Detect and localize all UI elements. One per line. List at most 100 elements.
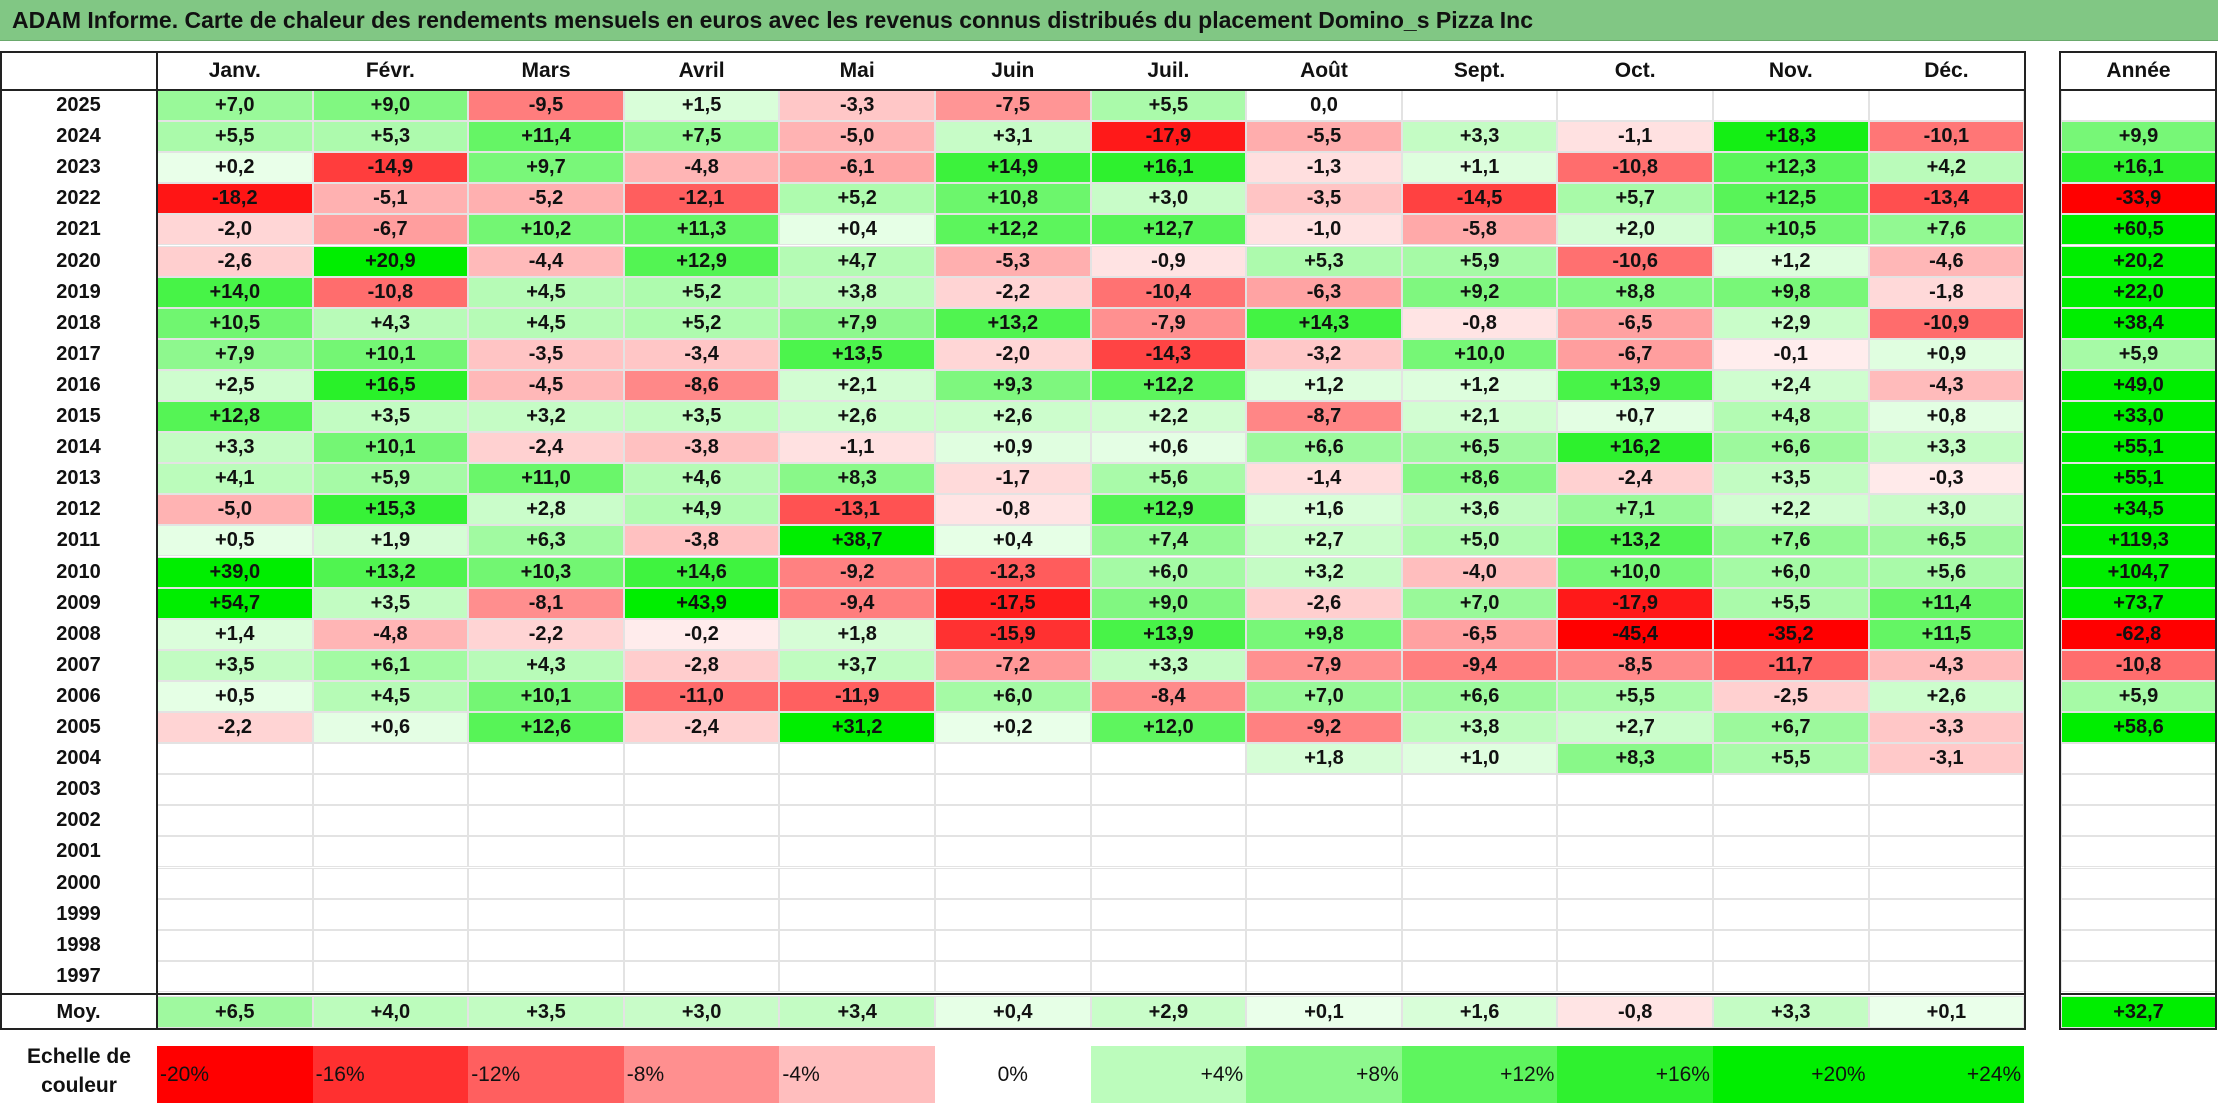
heatmap-cell: -3,3 bbox=[1868, 712, 2025, 744]
heatmap-cell: +4,2 bbox=[1868, 152, 2025, 184]
legend-step: -16% bbox=[312, 1046, 469, 1103]
month-header: Mai bbox=[839, 58, 875, 82]
heatmap-cell: +3,5 bbox=[312, 401, 469, 433]
heatmap-cell bbox=[312, 836, 469, 868]
month-header: Mars bbox=[521, 58, 571, 82]
annual-cell: +5,9 bbox=[2061, 338, 2216, 370]
heatmap-cell bbox=[1713, 774, 1869, 806]
heatmap-cell: +7,1 bbox=[1557, 494, 1713, 526]
annual-cell: +58,6 bbox=[2061, 712, 2216, 744]
heatmap-cell: -11,0 bbox=[623, 680, 780, 712]
heatmap-cell: -6,3 bbox=[1246, 276, 1402, 308]
heatmap-cell bbox=[935, 743, 1091, 775]
heatmap-cell: +5,2 bbox=[623, 307, 780, 339]
heatmap-cell bbox=[935, 774, 1091, 806]
heatmap-cell: +43,9 bbox=[623, 587, 780, 619]
year-label: 2014 bbox=[56, 436, 101, 459]
heatmap-cell: -15,9 bbox=[935, 618, 1091, 650]
heatmap-cell: -2,4 bbox=[468, 432, 624, 464]
heatmap-cell: -9,2 bbox=[1246, 712, 1402, 744]
heatmap-cell: -2,5 bbox=[1713, 680, 1869, 712]
heatmap-cell: +7,9 bbox=[779, 307, 935, 339]
heatmap-cell: +3,2 bbox=[468, 401, 624, 433]
heatmap-cell: +2,2 bbox=[1713, 494, 1869, 526]
heatmap-cell: +10,0 bbox=[1557, 556, 1713, 588]
heatmap-cell bbox=[779, 774, 935, 806]
heatmap-cell bbox=[1868, 960, 2025, 992]
heatmap-cell: -12,1 bbox=[623, 183, 780, 215]
heatmap-cell: +0,6 bbox=[312, 712, 469, 744]
heatmap-cell: -10,1 bbox=[1868, 121, 2025, 153]
heatmap-cell: +4,7 bbox=[779, 245, 935, 277]
annual-cell bbox=[2061, 960, 2216, 992]
heatmap-cell: +5,9 bbox=[312, 463, 469, 495]
heatmap-cell: +6,6 bbox=[1246, 432, 1402, 464]
heatmap-cell: +8,8 bbox=[1557, 276, 1713, 308]
heatmap-cell: +7,0 bbox=[157, 90, 313, 122]
heatmap-cell: +5,3 bbox=[312, 121, 469, 153]
year-label: 2015 bbox=[56, 405, 101, 428]
heatmap-cell bbox=[1401, 774, 1558, 806]
year-label: 2010 bbox=[56, 560, 101, 583]
heatmap-cell: +5,5 bbox=[1713, 587, 1869, 619]
heatmap-cell: +1,2 bbox=[1246, 369, 1402, 401]
heatmap-cell: +12,2 bbox=[1090, 369, 1247, 401]
heatmap-cell bbox=[1401, 867, 1558, 899]
year-label: 1997 bbox=[56, 964, 101, 987]
heatmap-cell: -5,3 bbox=[935, 245, 1091, 277]
heatmap-cell bbox=[1868, 867, 2025, 899]
year-label: 2020 bbox=[56, 249, 101, 272]
heatmap-cell: +4,9 bbox=[623, 494, 780, 526]
heatmap-cell bbox=[1401, 90, 1558, 122]
heatmap-cell: -3,1 bbox=[1868, 743, 2025, 775]
heatmap-cell: +3,0 bbox=[1868, 494, 2025, 526]
year-label: 2004 bbox=[56, 747, 101, 770]
heatmap-cell: +9,8 bbox=[1713, 276, 1869, 308]
average-cell: +2,9 bbox=[1090, 996, 1247, 1028]
heatmap-cell bbox=[157, 960, 313, 992]
heatmap-cell: +7,5 bbox=[623, 121, 780, 153]
heatmap-cell: +12,6 bbox=[468, 712, 624, 744]
average-cell: +0,1 bbox=[1246, 996, 1402, 1028]
heatmap-cell: +8,6 bbox=[1401, 463, 1558, 495]
heatmap-cell: +13,2 bbox=[1557, 525, 1713, 557]
heatmap-cell: +2,2 bbox=[1090, 401, 1247, 433]
annual-cell: +55,1 bbox=[2061, 463, 2216, 495]
heatmap-cell bbox=[1713, 836, 1869, 868]
heatmap-cell bbox=[157, 867, 313, 899]
heatmap-cell: +2,9 bbox=[1713, 307, 1869, 339]
heatmap-cell: +3,3 bbox=[1401, 121, 1558, 153]
heatmap-cell bbox=[157, 929, 313, 961]
heatmap-cell: -18,2 bbox=[157, 183, 313, 215]
heatmap-cell: +2,7 bbox=[1246, 525, 1402, 557]
month-header: Août bbox=[1300, 58, 1348, 82]
heatmap-cell bbox=[935, 805, 1091, 837]
heatmap-cell bbox=[1246, 774, 1402, 806]
heatmap-cell bbox=[1401, 960, 1558, 992]
heatmap-cell bbox=[468, 929, 624, 961]
heatmap-cell bbox=[1557, 898, 1713, 930]
legend-step: -20% bbox=[157, 1046, 313, 1103]
heatmap-cell: +0,6 bbox=[1090, 432, 1247, 464]
heatmap-cell: +5,5 bbox=[1557, 680, 1713, 712]
heatmap-cell: +5,2 bbox=[779, 183, 935, 215]
year-label: 2008 bbox=[56, 622, 101, 645]
heatmap-cell: -1,8 bbox=[1868, 276, 2025, 308]
heatmap-cell bbox=[779, 743, 935, 775]
heatmap-cell bbox=[935, 898, 1091, 930]
heatmap-cell bbox=[1557, 929, 1713, 961]
heatmap-cell: -35,2 bbox=[1713, 618, 1869, 650]
heatmap-cell: +10,2 bbox=[468, 214, 624, 246]
heatmap-cell: +4,5 bbox=[312, 680, 469, 712]
heatmap-cell: -4,6 bbox=[1868, 245, 2025, 277]
heatmap-cell: +4,3 bbox=[468, 649, 624, 681]
annual-cell bbox=[2061, 805, 2216, 837]
year-label: 2016 bbox=[56, 373, 101, 396]
heatmap-cell bbox=[1713, 960, 1869, 992]
heatmap-cell: +3,2 bbox=[1246, 556, 1402, 588]
average-cell: +3,3 bbox=[1713, 996, 1869, 1028]
heatmap-cell: -1,0 bbox=[1246, 214, 1402, 246]
legend-step: -8% bbox=[623, 1046, 780, 1103]
year-label: 2001 bbox=[56, 840, 101, 863]
